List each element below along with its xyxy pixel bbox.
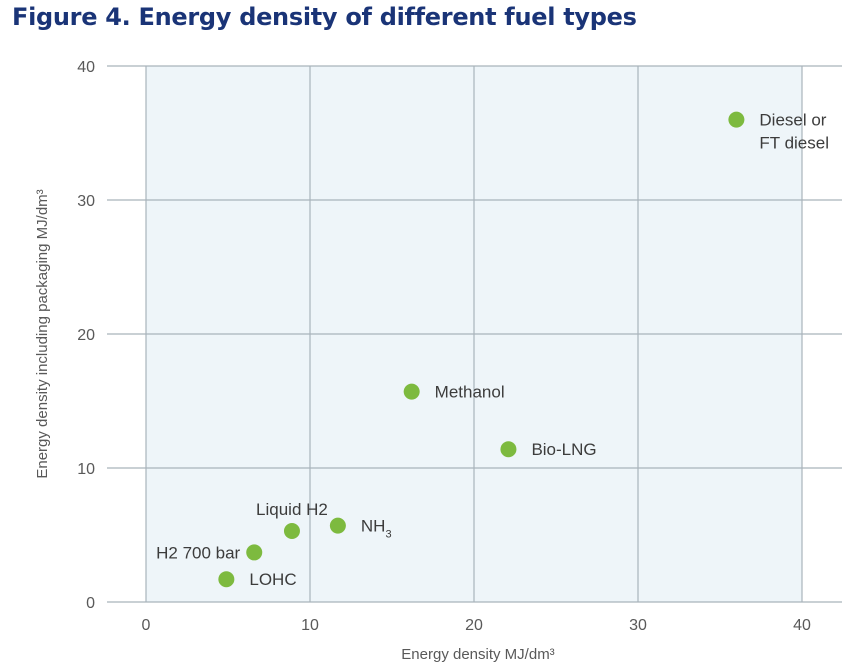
data-point <box>246 544 263 561</box>
y-tick-label: 0 <box>86 595 95 612</box>
x-tick-label: 20 <box>465 617 483 634</box>
chart-title: Figure 4. Energy density of different fu… <box>12 3 637 31</box>
x-tick-label: 10 <box>301 617 319 634</box>
data-point <box>500 441 517 458</box>
y-tick-label: 20 <box>77 327 95 344</box>
point-label: LOHC <box>249 570 296 589</box>
point-label-line2: FT diesel <box>759 134 829 153</box>
grid-lines <box>107 65 842 603</box>
point-label: Liquid H2 <box>256 500 328 519</box>
point-label: Bio-LNG <box>531 440 596 459</box>
x-tick-labels: 0 10 20 30 40 <box>142 617 811 634</box>
y-axis-label: Energy density including packaging MJ/dm… <box>34 189 51 478</box>
x-axis-label: Energy density MJ/dm³ <box>401 646 554 663</box>
y-tick-label: 40 <box>77 59 95 76</box>
x-tick-label: 40 <box>793 617 811 634</box>
y-tick-label: 30 <box>77 193 95 210</box>
point-label: Methanol <box>435 383 505 402</box>
y-tick-labels: 0 10 20 30 40 <box>77 59 95 612</box>
x-tick-label: 0 <box>142 617 151 634</box>
data-point <box>728 111 745 128</box>
x-tick-label: 30 <box>629 617 647 634</box>
data-point <box>283 522 300 539</box>
point-label: H2 700 bar <box>156 543 240 562</box>
y-tick-label: 10 <box>77 461 95 478</box>
data-point <box>218 571 235 588</box>
data-point <box>329 517 346 534</box>
data-point <box>403 383 420 400</box>
point-label: Diesel or <box>759 111 826 130</box>
point-label-subscript: 3 <box>385 529 391 541</box>
